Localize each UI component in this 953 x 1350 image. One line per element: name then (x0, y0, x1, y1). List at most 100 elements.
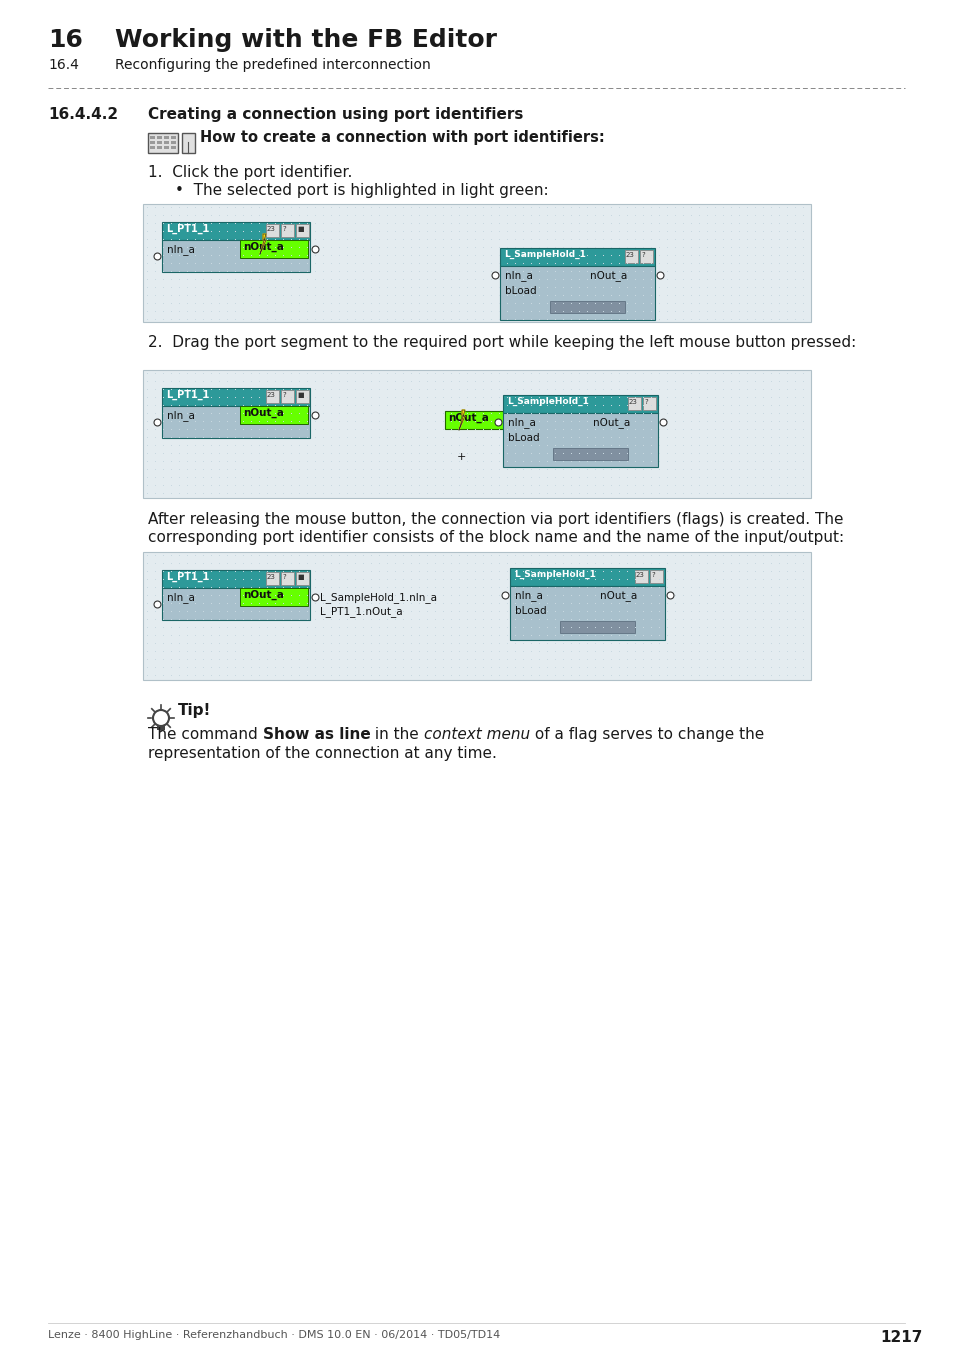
Bar (444, 410, 504, 429)
Text: nIn_a: nIn_a (167, 244, 194, 255)
Bar (502, 413, 658, 467)
Text: nOut_a: nOut_a (448, 413, 488, 424)
Text: ■: ■ (296, 574, 303, 580)
Text: bLoad: bLoad (507, 433, 539, 443)
Text: nOut_a: nOut_a (243, 408, 284, 418)
Text: ?: ? (650, 572, 654, 578)
Bar (148, 134, 178, 153)
Text: •  The selected port is highlighted in light green:: • The selected port is highlighted in li… (174, 184, 548, 198)
Bar (553, 448, 627, 460)
Bar (627, 397, 640, 410)
Text: 23: 23 (267, 225, 275, 232)
Text: nOut_a: nOut_a (593, 417, 630, 428)
Text: L_PT1_1: L_PT1_1 (166, 390, 209, 400)
Bar (502, 396, 658, 413)
Bar (281, 390, 294, 404)
Text: bLoad: bLoad (504, 286, 536, 296)
Text: nOut_a: nOut_a (589, 270, 626, 281)
Text: ?: ? (282, 574, 286, 580)
Bar (157, 136, 162, 139)
Bar (157, 140, 162, 144)
Bar (164, 140, 169, 144)
Bar (266, 390, 278, 404)
Text: nIn_a: nIn_a (167, 410, 194, 421)
Bar (157, 146, 162, 148)
Bar (510, 568, 664, 586)
Bar (143, 204, 810, 323)
Text: Creating a connection using port identifiers: Creating a connection using port identif… (148, 107, 523, 122)
Text: Show as line: Show as line (262, 728, 370, 743)
Text: ?: ? (282, 392, 286, 398)
Text: 1217: 1217 (879, 1330, 922, 1345)
Bar (162, 221, 310, 240)
Text: How to create a connection with port identifiers:: How to create a connection with port ide… (200, 130, 604, 144)
Text: 23: 23 (636, 572, 644, 578)
Text: The command: The command (148, 728, 262, 743)
Text: nOut_a: nOut_a (243, 590, 284, 601)
Text: context menu: context menu (423, 728, 530, 743)
Bar (150, 146, 154, 148)
Bar (266, 572, 278, 585)
Bar (164, 136, 169, 139)
Bar (642, 397, 656, 410)
Text: ■: ■ (296, 392, 303, 398)
Text: of a flag serves to change the: of a flag serves to change the (530, 728, 763, 743)
Text: L_PT1_1: L_PT1_1 (166, 572, 209, 582)
Bar (499, 266, 655, 320)
Text: After releasing the mouse button, the connection via port identifiers (flags) is: After releasing the mouse button, the co… (148, 512, 842, 526)
Bar (171, 140, 175, 144)
Bar (295, 224, 309, 238)
Text: ?: ? (282, 225, 286, 232)
Bar (281, 572, 294, 585)
Text: L_SampleHold_1.nIn_a: L_SampleHold_1.nIn_a (319, 593, 436, 603)
Bar (150, 140, 154, 144)
Text: representation of the connection at any time.: representation of the connection at any … (148, 747, 497, 761)
Bar (162, 589, 310, 620)
Bar (510, 586, 664, 640)
Text: in the: in the (370, 728, 423, 743)
Text: 2.  Drag the port segment to the required port while keeping the left mouse butt: 2. Drag the port segment to the required… (148, 335, 856, 350)
Text: L_PT1_1.nOut_a: L_PT1_1.nOut_a (319, 606, 402, 617)
Bar (171, 136, 175, 139)
Text: 16.4.4.2: 16.4.4.2 (48, 107, 118, 122)
Text: ?: ? (640, 252, 644, 258)
Bar (182, 134, 194, 153)
Text: L_SampleHold_1: L_SampleHold_1 (514, 570, 596, 579)
Text: nOut_a: nOut_a (599, 590, 637, 601)
Text: 23: 23 (267, 574, 275, 580)
Bar (162, 406, 310, 437)
Bar (295, 572, 309, 585)
Text: Working with the FB Editor: Working with the FB Editor (115, 28, 497, 53)
Bar (635, 570, 647, 583)
Bar (143, 552, 810, 680)
Text: ?: ? (643, 400, 647, 405)
Text: nIn_a: nIn_a (507, 417, 536, 428)
Bar (499, 248, 655, 266)
Bar (162, 387, 310, 406)
Polygon shape (458, 410, 464, 431)
Text: 1.  Click the port identifier.: 1. Click the port identifier. (148, 165, 352, 180)
Text: 23: 23 (625, 252, 634, 258)
Bar (164, 146, 169, 148)
Bar (266, 224, 278, 238)
Bar (240, 240, 308, 258)
Text: nIn_a: nIn_a (515, 590, 542, 601)
Bar (162, 570, 310, 589)
Polygon shape (260, 234, 266, 254)
Bar (281, 224, 294, 238)
Bar (624, 250, 638, 263)
Text: Reconfiguring the predefined interconnection: Reconfiguring the predefined interconnec… (115, 58, 431, 72)
Text: ■: ■ (296, 225, 303, 232)
Bar (150, 136, 154, 139)
Text: nOut_a: nOut_a (243, 242, 284, 252)
Bar (295, 390, 309, 404)
Bar (162, 240, 310, 271)
Bar (550, 301, 624, 313)
Bar (240, 406, 308, 424)
Text: L_SampleHold_1: L_SampleHold_1 (506, 397, 588, 406)
Text: 23: 23 (267, 392, 275, 398)
Text: L_SampleHold_1: L_SampleHold_1 (503, 250, 585, 259)
Text: 16.4: 16.4 (48, 58, 79, 72)
Text: corresponding port identifier consists of the block name and the name of the inp: corresponding port identifier consists o… (148, 531, 843, 545)
Text: 23: 23 (628, 400, 638, 405)
